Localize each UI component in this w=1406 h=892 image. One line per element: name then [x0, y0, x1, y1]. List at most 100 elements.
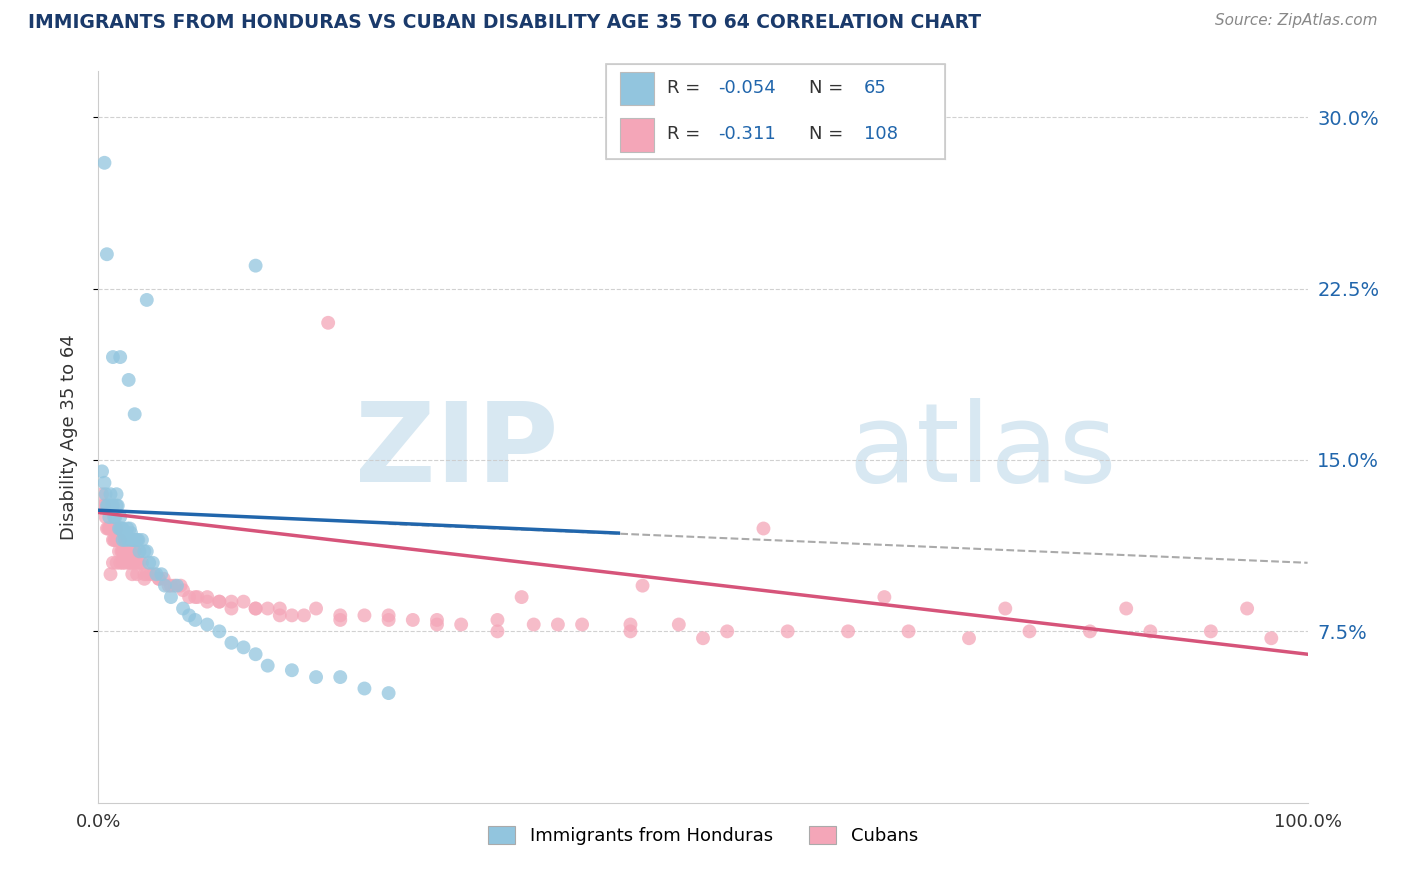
Point	[100, 487, 122, 501]
Point	[127, 533, 149, 547]
Point	[329, 670, 352, 684]
Point	[108, 533, 131, 547]
Point	[111, 544, 134, 558]
Point	[97, 521, 120, 535]
Point	[112, 544, 135, 558]
Point	[135, 293, 157, 307]
Point	[153, 579, 176, 593]
Point	[118, 521, 141, 535]
Point	[142, 556, 165, 570]
Point	[114, 549, 136, 563]
Point	[124, 544, 146, 558]
Point	[169, 579, 191, 593]
Point	[93, 475, 115, 490]
Point	[108, 521, 131, 535]
Point	[305, 670, 328, 684]
Point	[172, 601, 194, 615]
Point	[118, 544, 141, 558]
Point	[377, 613, 399, 627]
Point	[121, 549, 143, 563]
Point	[110, 544, 132, 558]
Point	[100, 499, 122, 513]
Point	[1115, 601, 1137, 615]
Point	[134, 572, 156, 586]
Point	[98, 510, 121, 524]
Point	[353, 681, 375, 696]
Point	[269, 608, 291, 623]
Point	[163, 579, 186, 593]
Point	[100, 567, 122, 582]
Point	[305, 601, 328, 615]
Point	[115, 526, 138, 541]
Point	[776, 624, 799, 639]
Point	[139, 567, 162, 582]
Point	[619, 624, 641, 639]
Point	[269, 601, 291, 615]
Point	[232, 595, 254, 609]
Point	[160, 579, 183, 593]
Point	[1236, 601, 1258, 615]
Point	[1199, 624, 1222, 639]
Point	[93, 155, 115, 169]
Point	[143, 567, 166, 582]
Point	[107, 499, 129, 513]
Text: ZIP: ZIP	[354, 398, 558, 505]
Legend: Immigrants from Honduras, Cubans: Immigrants from Honduras, Cubans	[481, 819, 925, 852]
Point	[101, 499, 124, 513]
Point	[157, 579, 180, 593]
Point	[104, 533, 127, 547]
Point	[118, 549, 141, 563]
Point	[281, 608, 304, 623]
Point	[716, 624, 738, 639]
Point	[510, 590, 533, 604]
Point	[1078, 624, 1101, 639]
Point	[131, 556, 153, 570]
Point	[208, 624, 231, 639]
Point	[172, 583, 194, 598]
Point	[426, 617, 449, 632]
Point	[91, 487, 114, 501]
Point	[402, 613, 425, 627]
Point	[110, 521, 132, 535]
Point	[150, 567, 173, 582]
Point	[111, 533, 134, 547]
Point	[486, 613, 509, 627]
Point	[152, 572, 174, 586]
Point	[131, 533, 153, 547]
Point	[107, 533, 129, 547]
Text: IMMIGRANTS FROM HONDURAS VS CUBAN DISABILITY AGE 35 TO 64 CORRELATION CHART: IMMIGRANTS FROM HONDURAS VS CUBAN DISABI…	[28, 13, 981, 32]
Point	[179, 590, 201, 604]
Point	[145, 567, 167, 582]
Point	[134, 544, 156, 558]
Point	[121, 567, 143, 582]
Point	[127, 556, 149, 570]
Point	[127, 567, 149, 582]
Point	[245, 601, 267, 615]
Point	[97, 499, 120, 513]
Point	[134, 567, 156, 582]
Point	[245, 647, 267, 661]
Point	[245, 259, 267, 273]
Point	[98, 521, 121, 535]
Point	[111, 556, 134, 570]
Point	[101, 556, 124, 570]
Point	[124, 544, 146, 558]
Point	[138, 556, 160, 570]
Point	[486, 624, 509, 639]
Point	[232, 640, 254, 655]
Point	[104, 510, 127, 524]
Point	[100, 521, 122, 535]
Point	[752, 521, 775, 535]
Point	[208, 595, 231, 609]
Text: Source: ZipAtlas.com: Source: ZipAtlas.com	[1215, 13, 1378, 29]
Point	[105, 487, 128, 501]
Point	[195, 595, 218, 609]
Point	[377, 608, 399, 623]
Point	[377, 686, 399, 700]
Point	[619, 617, 641, 632]
Point	[1139, 624, 1161, 639]
Point	[1018, 624, 1040, 639]
Point	[96, 499, 118, 513]
Point	[121, 533, 143, 547]
Point	[897, 624, 920, 639]
